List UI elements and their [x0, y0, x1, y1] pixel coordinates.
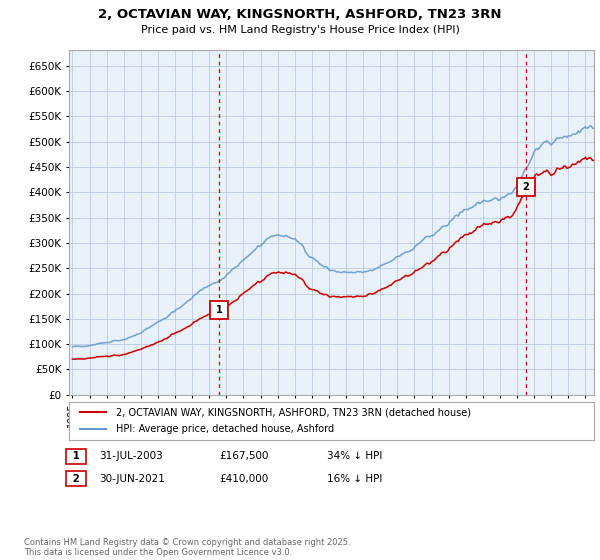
Text: £167,500: £167,500 [219, 451, 269, 461]
Text: 16% ↓ HPI: 16% ↓ HPI [327, 474, 382, 484]
Text: Contains HM Land Registry data © Crown copyright and database right 2025.
This d: Contains HM Land Registry data © Crown c… [24, 538, 350, 557]
Text: 2, OCTAVIAN WAY, KINGSNORTH, ASHFORD, TN23 3RN (detached house): 2, OCTAVIAN WAY, KINGSNORTH, ASHFORD, TN… [116, 407, 471, 417]
Text: 31-JUL-2003: 31-JUL-2003 [99, 451, 163, 461]
Text: 1: 1 [216, 305, 223, 315]
Text: 2: 2 [69, 474, 83, 484]
Text: Price paid vs. HM Land Registry's House Price Index (HPI): Price paid vs. HM Land Registry's House … [140, 25, 460, 35]
Text: HPI: Average price, detached house, Ashford: HPI: Average price, detached house, Ashf… [116, 424, 334, 434]
Text: £410,000: £410,000 [219, 474, 268, 484]
Text: 1: 1 [69, 451, 83, 461]
Text: 30-JUN-2021: 30-JUN-2021 [99, 474, 165, 484]
Text: 2: 2 [522, 182, 529, 192]
Text: 34% ↓ HPI: 34% ↓ HPI [327, 451, 382, 461]
Text: 2, OCTAVIAN WAY, KINGSNORTH, ASHFORD, TN23 3RN: 2, OCTAVIAN WAY, KINGSNORTH, ASHFORD, TN… [98, 8, 502, 21]
